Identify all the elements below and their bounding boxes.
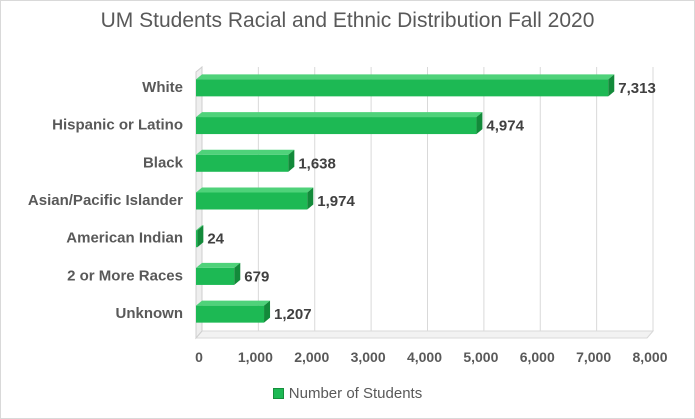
bar-top-face: [196, 112, 483, 118]
category-label: American Indian: [66, 230, 183, 247]
bar-top-face: [196, 74, 615, 80]
bar: [196, 267, 235, 285]
x-tick-label: 3,000: [351, 349, 386, 365]
category-label: Asian/Pacific Islander: [28, 192, 183, 209]
bar-end-face: [264, 300, 271, 323]
bar-chart-plot: 0 1,000 2,000 3,000 4,000 5,000 6,000 7,000 8,00…: [28, 65, 668, 365]
bar: [196, 230, 198, 248]
bar: [196, 305, 265, 323]
label-layer: White 7,313 Hispanic or Latino 4,974 Black 1,…: [28, 79, 656, 323]
x-tick-label: 6,000: [520, 349, 555, 365]
bar-end-face: [197, 225, 204, 248]
x-tick-label: 4,000: [407, 349, 442, 365]
category-label: White: [142, 79, 183, 96]
plot-floor: [194, 330, 655, 339]
x-tick-label: 8,000: [632, 349, 667, 365]
legend-label: Number of Students: [288, 385, 423, 402]
data-label: 1,974: [317, 193, 355, 210]
x-tick-label: 0: [195, 349, 203, 365]
category-label: Hispanic or Latino: [52, 117, 183, 134]
chart-title: UM Students Racial and Ethnic Distributi…: [100, 9, 595, 32]
category-label: Unknown: [116, 305, 184, 322]
bar-layer: [196, 74, 615, 323]
category-label: 2 or More Races: [67, 267, 183, 284]
bar-end-face: [234, 262, 241, 285]
bar-end-face: [476, 112, 483, 135]
data-label: 1,638: [298, 155, 336, 172]
bar-top-face: [196, 187, 314, 193]
data-label: 679: [244, 268, 269, 285]
bar-top-face: [196, 300, 271, 306]
x-tick-label: 1,000: [238, 349, 273, 365]
axis-layer: 0 1,000 2,000 3,000 4,000 5,000 6,000 7,000 8,00…: [194, 65, 668, 365]
legend-swatch: [272, 388, 284, 399]
bar-end-face: [288, 149, 295, 172]
data-label: 7,313: [618, 80, 656, 97]
bar-end-face: [307, 187, 314, 210]
bar-end-face: [608, 74, 615, 97]
data-label: 24: [207, 231, 224, 248]
bar-top-face: [196, 149, 295, 155]
bar: [196, 192, 308, 210]
bar: [196, 79, 609, 97]
x-tick-label: 7,000: [576, 349, 611, 365]
x-tick-label: 5,000: [463, 349, 498, 365]
bar: [196, 154, 289, 172]
bar: [196, 117, 477, 135]
data-label: 1,207: [274, 306, 312, 323]
category-label: Black: [143, 154, 184, 171]
legend: Number of Students: [1, 385, 694, 402]
data-label: 4,974: [486, 118, 524, 135]
bar-top-face: [196, 225, 204, 231]
x-tick-label: 2,000: [294, 349, 329, 365]
bar-top-face: [196, 262, 241, 268]
